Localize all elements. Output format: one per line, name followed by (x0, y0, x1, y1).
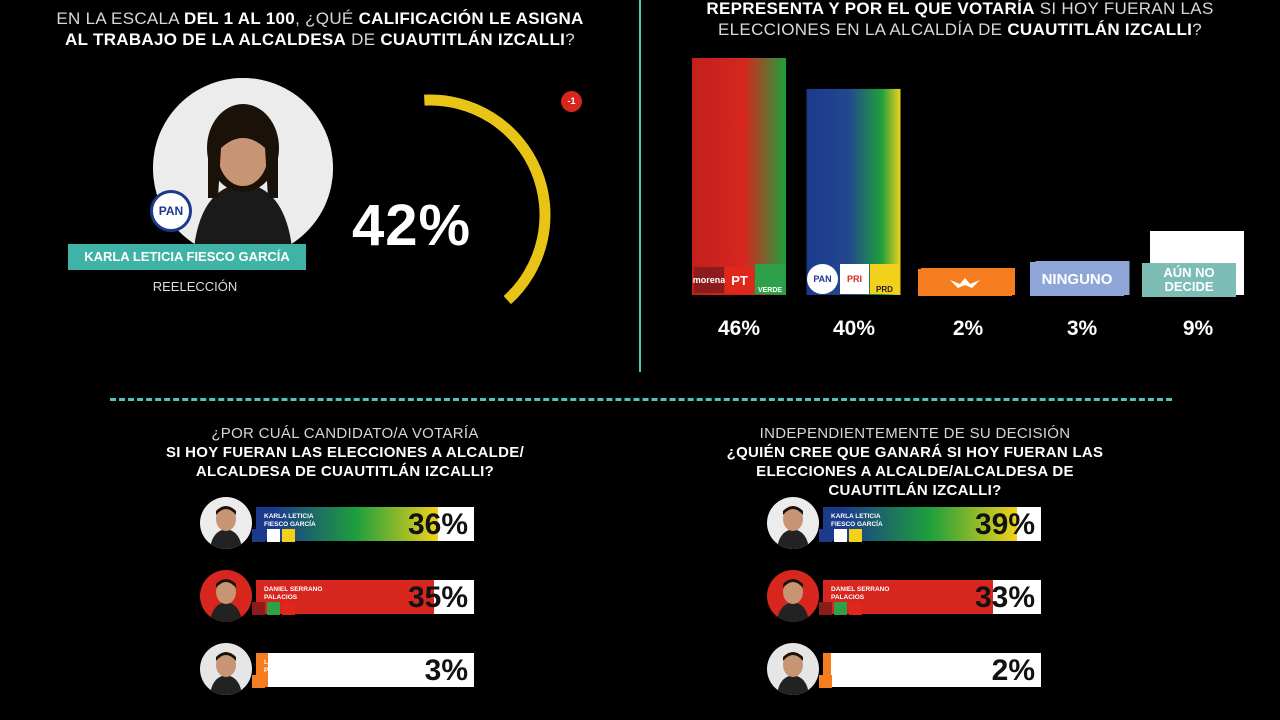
candidate-name: DANIEL SERRANO PALACIOS (264, 586, 323, 601)
q2-label-1: 40% (832, 317, 876, 340)
candidate-name: KARLA LETICIA FIESCO GARCÍA (264, 513, 316, 528)
pt-logo: PT (725, 267, 754, 293)
candidate-bar-row: 33% DANIEL SERRANO PALACIOS (765, 570, 1055, 622)
change-badge: -1 (561, 91, 582, 112)
party-logos (252, 529, 295, 542)
pri-logo: PRI (840, 264, 869, 294)
candidate-bar-row: 39% KARLA LETICIA FIESCO GARCÍA (765, 497, 1055, 549)
party-logo-icon (282, 529, 295, 542)
party-logos (819, 675, 832, 688)
candidate-bar-row: 3% LEOPOLDO GALVÁN PÉREZ (198, 643, 488, 695)
candidate-status: REELECCIÓN (152, 279, 238, 294)
party-logo-icon (267, 529, 280, 542)
q4-candidate-chart: 39% KARLA LETICIA FIESCO GARCÍA 33% DANIEL S… (765, 497, 1055, 715)
party-logos (252, 675, 265, 688)
party-logo-icon (252, 602, 265, 615)
bar-value-label: 35% (407, 581, 468, 614)
q2-bar-1 (806, 88, 901, 295)
candidate-avatar (200, 643, 252, 695)
bar-track: 35% (256, 580, 474, 614)
aun-no-decide-label: AÚN NO DECIDE (1142, 263, 1236, 297)
q3-candidate-chart: 36% KARLA LETICIA FIESCO GARCÍA 35% DANIEL S… (198, 497, 488, 715)
q2-label-0: 46% (717, 317, 761, 340)
q1-question: EN LA ESCALA DEL 1 AL 100, ¿QUÉ CALIFICA… (56, 9, 584, 49)
prd-logo: PRD (870, 264, 899, 294)
candidate-bar-row: 36% KARLA LETICIA FIESCO GARCÍA (198, 497, 488, 549)
verde-logo: VERDE (755, 264, 785, 294)
party-logo-icon (819, 529, 832, 542)
bar-fill (256, 653, 268, 687)
horizontal-divider (110, 398, 1172, 401)
score-value: 42% (352, 193, 472, 258)
party-logo-icon (282, 602, 295, 615)
vertical-divider (639, 0, 641, 372)
bar-value-label: 33% (974, 581, 1035, 614)
bar-value-label: 36% (407, 508, 468, 541)
bar-track: 3% (256, 653, 474, 687)
eagle-icon (950, 277, 980, 288)
score-gauge (424, 94, 551, 305)
morena-logo: morena (693, 267, 725, 293)
party-logo-icon (819, 675, 832, 688)
candidate-bar-row: 35% DANIEL SERRANO PALACIOS (198, 570, 488, 622)
party-logos (819, 602, 862, 615)
mc-logo (918, 269, 1012, 296)
party-logo-icon (252, 529, 265, 542)
party-logo-icon (267, 602, 280, 615)
bar-fill (823, 653, 831, 687)
party-logo-icon (849, 529, 862, 542)
candidate-avatar (767, 570, 819, 622)
bar-track: 2% (823, 653, 1041, 687)
party-logo-icon (849, 602, 862, 615)
q3-question: ¿POR CUÁL CANDIDATO/A VOTARÍA SI HOY FUE… (165, 425, 525, 480)
bar-value-label: 39% (974, 508, 1035, 541)
candidate-avatar (200, 497, 252, 549)
party-logo-icon (819, 602, 832, 615)
candidate-avatar (767, 643, 819, 695)
q2-bar-0 (692, 58, 786, 295)
candidate-name: LEOPOLDO GALVÁN PÉREZ (264, 659, 330, 674)
candidate-avatar (767, 497, 819, 549)
q2-label-4: 9% (1182, 317, 1214, 340)
candidate-name: KARLA LETICIA FIESCO GARCÍA (831, 513, 883, 528)
candidate-name: LEOPOLDO GALVAN PEREZ (831, 659, 896, 674)
party-logos (252, 602, 295, 615)
pan-logo: PAN (807, 264, 838, 294)
q2-label-3: 3% (1066, 317, 1098, 340)
party-logos (819, 529, 862, 542)
candidate-photo (153, 78, 333, 258)
q2-question: REPRESENTA Y POR EL QUE VOTARÍA SI HOY F… (706, 0, 1214, 39)
q2-label-2: 2% (952, 317, 984, 340)
q4-question: INDEPENDIENTEMENTE DE SU DECISIÓN ¿QUIÉN… (726, 425, 1104, 499)
party-logo-icon (252, 675, 265, 688)
candidate-name-ribbon: KARLA LETICIA FIESCO GARCÍA (68, 244, 306, 270)
bar-value-label: 2% (991, 654, 1035, 687)
party-logo-icon (834, 602, 847, 615)
candidate-avatar (200, 570, 252, 622)
candidate-name: DANIEL SERRANO PALACIOS (831, 586, 890, 601)
party-logo-icon (834, 529, 847, 542)
candidate-bar-row: 2% LEOPOLDO GALVAN PEREZ (765, 643, 1055, 695)
ninguno-label: NINGUNO (1030, 262, 1124, 296)
bar-value-label: 3% (424, 654, 468, 687)
pan-party-badge: PAN (150, 190, 192, 232)
